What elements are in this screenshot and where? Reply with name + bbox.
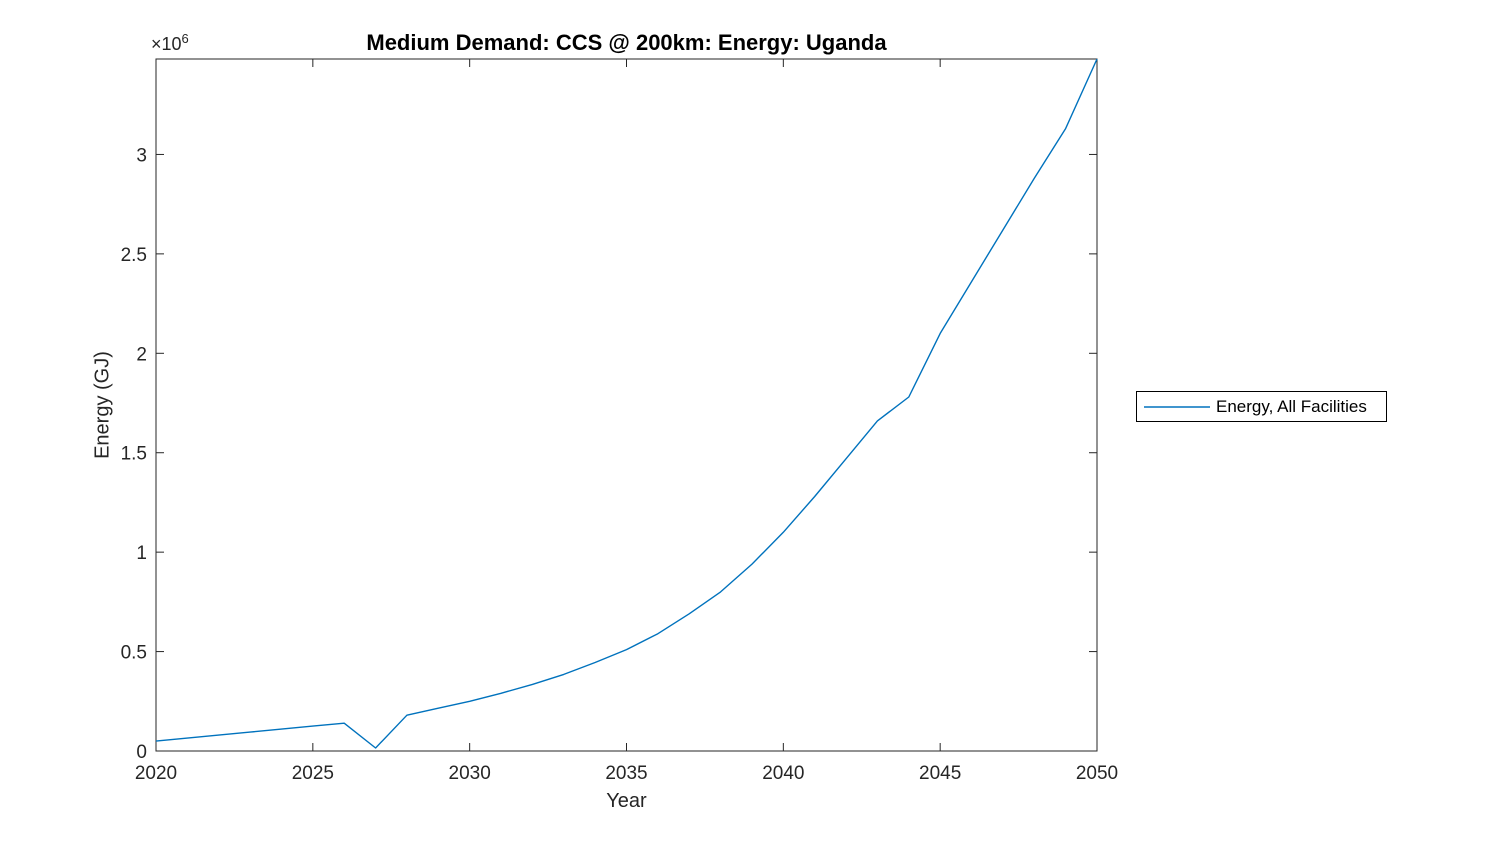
legend-entry-label: Energy, All Facilities: [1216, 396, 1367, 416]
axes-box: [155, 58, 1098, 752]
x-tick-label: 2035: [605, 763, 647, 784]
y-tick-label: 2: [136, 344, 147, 365]
y-tick-label: 1.5: [121, 444, 147, 465]
x-tick-label: 2045: [919, 763, 961, 784]
y-axis-multiplier-exponent: 6: [181, 31, 189, 46]
y-axis-multiplier: ×106: [151, 31, 189, 55]
y-axis-multiplier-base: ×10: [151, 34, 182, 54]
y-axis-label: Energy (GJ): [91, 351, 114, 459]
legend-line-sample: [1144, 405, 1210, 408]
x-tick-label: 2050: [1076, 763, 1118, 784]
y-tick-label: 3: [136, 145, 147, 166]
x-tick-label: 2020: [135, 763, 177, 784]
y-tick-label: 0: [136, 742, 147, 763]
chart-title: Medium Demand: CCS @ 200km: Energy: Ugan…: [366, 30, 887, 55]
x-axis-label: Year: [606, 790, 647, 812]
x-tick-label: 2030: [449, 763, 491, 784]
y-tick-label: 2.5: [121, 245, 147, 266]
x-tick-label: 2025: [292, 763, 334, 784]
x-tick-label: 2040: [762, 763, 804, 784]
data-line: [155, 58, 1098, 749]
y-tick-label: 1: [136, 543, 147, 564]
y-tick-label: 0.5: [121, 643, 147, 664]
legend: Energy, All Facilities: [1136, 391, 1387, 422]
